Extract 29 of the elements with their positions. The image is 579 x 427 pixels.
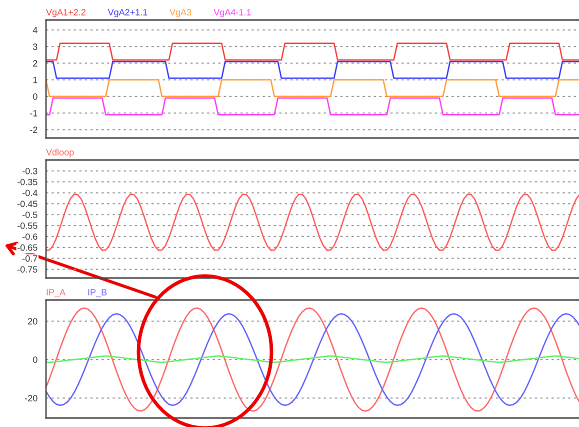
y-tick-label: 1	[33, 76, 38, 84]
y-tick-label: -0.5	[22, 212, 38, 218]
text: VgA4-1.1	[214, 9, 251, 18]
y-tick-label: -0.65	[17, 244, 38, 251]
text: VgA3	[170, 9, 192, 18]
y-tick-label: -2	[30, 126, 38, 133]
y-tick-label: -0.55	[17, 222, 38, 229]
text: VgA2+1.1	[108, 9, 148, 18]
y-tick-label: -0.3	[22, 168, 38, 174]
line-series	[46, 194, 579, 251]
y-tick-label: 20	[28, 318, 38, 324]
y-tick-label: 0	[33, 93, 38, 100]
text: IP_B	[88, 289, 107, 298]
y-tick-label: 0	[33, 356, 38, 363]
text: VgA1+2.2	[46, 9, 86, 18]
text: IP_A	[46, 289, 66, 298]
y-tick-label: -0.4	[22, 190, 38, 196]
y-tick-label: 4	[32, 27, 38, 34]
line-series	[46, 355, 579, 364]
y-tick-label: -0.45	[17, 200, 38, 208]
text: Vdloop	[46, 148, 74, 158]
y-tick-label: 2	[33, 60, 38, 66]
y-tick-label: -0.7	[22, 255, 38, 262]
y-tick-label: -0.75	[17, 266, 38, 273]
y-tick-label: -1	[30, 110, 38, 116]
y-tick-label: -20	[25, 394, 38, 402]
y-tick-label: -0.35	[17, 178, 38, 186]
y-tick-label: 3	[32, 44, 38, 50]
y-tick-label: -0.6	[22, 233, 38, 240]
